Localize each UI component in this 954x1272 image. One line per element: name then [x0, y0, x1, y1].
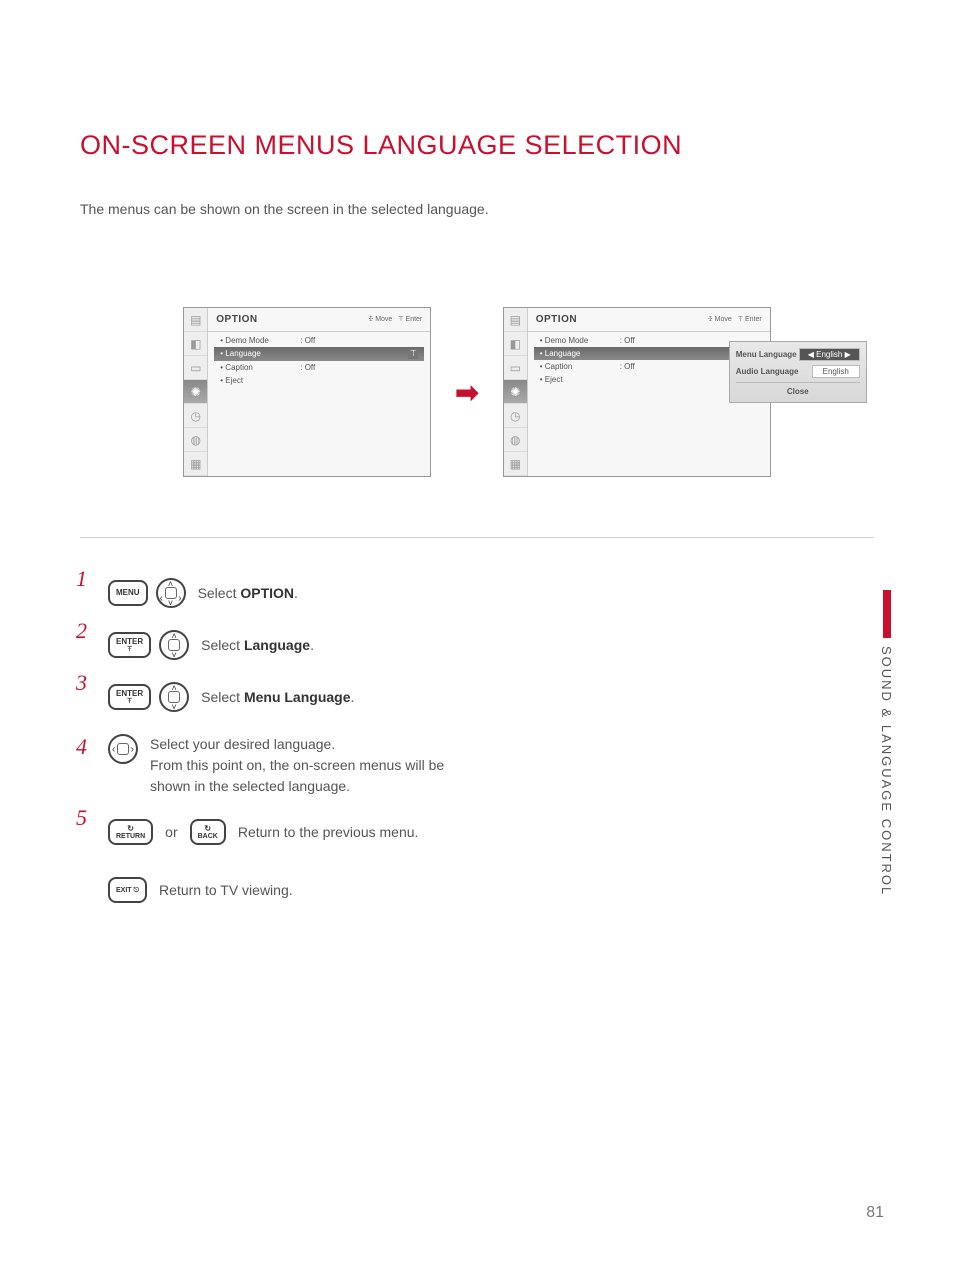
dpad-horizontal-icon [108, 734, 138, 764]
osd-row: • Eject [214, 374, 424, 387]
step-number: 5 [76, 805, 92, 831]
side-tab-bar [883, 590, 891, 638]
step-exit: EXIT ⎋ Return to TV viewing. [80, 877, 874, 903]
enter-hint: ꔉ Enter [398, 316, 422, 324]
osd-row-selected: • Language ꔋ [214, 347, 424, 361]
divider [80, 537, 874, 538]
osd-row-value: : Off [300, 336, 315, 345]
sidebar-icon: ✺ [184, 380, 207, 404]
popup-label: Audio Language [736, 367, 799, 376]
move-hint: ꔀ Move [708, 316, 732, 324]
language-popup: Menu Language ◀ English ▶ Audio Language… [729, 341, 867, 403]
move-hint: ꔀ Move [368, 316, 392, 324]
osd-row-value: : Off [300, 363, 315, 372]
popup-close: Close [736, 382, 860, 396]
sidebar-icon: ▤ [184, 308, 207, 332]
steps-list: 1 MENU Select OPTION. 2 ENTERꔉ Select La… [80, 578, 874, 903]
popup-label: Menu Language [736, 350, 797, 359]
step-5: 5 ↻RETURN or ↻BACK Return to the previou… [80, 819, 874, 845]
osd-row-label: • Language [220, 349, 290, 359]
enter-button-icon: ENTERꔉ [108, 632, 151, 658]
osd-screens-row: ▤ ◧ ▭ ✺ ◷ ◍ ▦ OPTION ꔀ Move ꔉ Enter [80, 307, 874, 477]
osd-row-label: • Demo Mode [540, 336, 610, 345]
sidebar-icon: ▤ [504, 308, 527, 332]
step-number: 1 [76, 566, 92, 592]
step-text: Select OPTION. [198, 585, 298, 601]
osd-header: OPTION ꔀ Move ꔉ Enter [208, 308, 430, 332]
or-text: or [165, 824, 177, 840]
enter-hint: ꔉ Enter [738, 316, 762, 324]
dpad-vertical-icon [159, 682, 189, 712]
sidebar-icon: ◧ [184, 332, 207, 356]
popup-value: English [812, 365, 860, 378]
step-number: 3 [76, 670, 92, 696]
osd-sidebar: ▤ ◧ ▭ ✺ ◷ ◍ ▦ [504, 308, 528, 476]
osd-row-value: : Off [620, 336, 635, 345]
menu-button-icon: MENU [108, 580, 148, 606]
step-number: 4 [76, 734, 92, 760]
step-number: 2 [76, 618, 92, 644]
sidebar-icon: ◷ [184, 404, 207, 428]
sidebar-icon: ▭ [184, 356, 207, 380]
step-text: Select your desired language. From this … [150, 734, 450, 797]
sidebar-icon: ◧ [504, 332, 527, 356]
page-title: ON-SCREEN MENUS LANGUAGE SELECTION [80, 130, 874, 161]
sidebar-icon: ◍ [504, 428, 527, 452]
osd-row-label: • Demo Mode [220, 336, 290, 345]
step-text: Return to the previous menu. [238, 824, 419, 840]
step-2: 2 ENTERꔉ Select Language. [80, 630, 874, 660]
dpad-vertical-icon [159, 630, 189, 660]
step-text: Select Menu Language. [201, 689, 354, 705]
page-number: 81 [866, 1204, 884, 1222]
sidebar-icon: ✺ [504, 380, 527, 404]
page-subtitle: The menus can be shown on the screen in … [80, 201, 874, 217]
osd-row-label: • Language [540, 349, 610, 358]
return-button-icon: ↻RETURN [108, 819, 153, 845]
step-3: 3 ENTERꔉ Select Menu Language. [80, 682, 874, 712]
osd-row: • Caption : Off [214, 361, 424, 374]
enter-button-icon: ENTERꔉ [108, 684, 151, 710]
osd-row-label: • Caption [220, 363, 290, 372]
arrow-icon: ➡ [455, 376, 478, 409]
step-1: 1 MENU Select OPTION. [80, 578, 874, 608]
popup-value-selected: ◀ English ▶ [799, 348, 860, 361]
osd-header-title: OPTION [536, 314, 577, 325]
step-text: Return to TV viewing. [159, 882, 293, 898]
popup-row: Menu Language ◀ English ▶ [736, 348, 860, 361]
osd-row-value: : Off [620, 362, 635, 371]
osd-before: ▤ ◧ ▭ ✺ ◷ ◍ ▦ OPTION ꔀ Move ꔉ Enter [183, 307, 431, 477]
osd-row-label: • Caption [540, 362, 610, 371]
popup-row: Audio Language English [736, 365, 860, 378]
sidebar-icon: ▦ [504, 452, 527, 476]
osd-row: • Demo Mode : Off [214, 334, 424, 347]
exit-button-icon: EXIT ⎋ [108, 877, 147, 903]
side-tab-label: SOUND & LANGUAGE CONTROL [879, 646, 894, 896]
osd-list: • Demo Mode : Off • Language ꔋ • Caption… [208, 332, 430, 476]
sidebar-icon: ◍ [184, 428, 207, 452]
step-text: Select Language. [201, 637, 314, 653]
section-side-tab: SOUND & LANGUAGE CONTROL [879, 590, 894, 896]
back-button-icon: ↻BACK [190, 819, 226, 845]
sidebar-icon: ◷ [504, 404, 527, 428]
sidebar-icon: ▦ [184, 452, 207, 476]
scroll-icon: ꔋ [408, 349, 418, 359]
step-4: 4 Select your desired language. From thi… [80, 734, 874, 797]
osd-sidebar: ▤ ◧ ▭ ✺ ◷ ◍ ▦ [184, 308, 208, 476]
osd-main: OPTION ꔀ Move ꔉ Enter • Demo Mode : Off … [208, 308, 430, 476]
osd-header-title: OPTION [216, 314, 257, 325]
osd-header: OPTION ꔀ Move ꔉ Enter [528, 308, 770, 332]
osd-row-label: • Eject [220, 376, 290, 385]
osd-before-wrap: ▤ ◧ ▭ ✺ ◷ ◍ ▦ OPTION ꔀ Move ꔉ Enter [183, 307, 431, 477]
osd-row-label: • Eject [540, 375, 610, 384]
sidebar-icon: ▭ [504, 356, 527, 380]
osd-header-hints: ꔀ Move ꔉ Enter [368, 316, 422, 324]
osd-after-wrap: ▤ ◧ ▭ ✺ ◷ ◍ ▦ OPTION ꔀ Move ꔉ Enter [503, 307, 771, 477]
osd-header-hints: ꔀ Move ꔉ Enter [708, 316, 762, 324]
dpad-icon [156, 578, 186, 608]
